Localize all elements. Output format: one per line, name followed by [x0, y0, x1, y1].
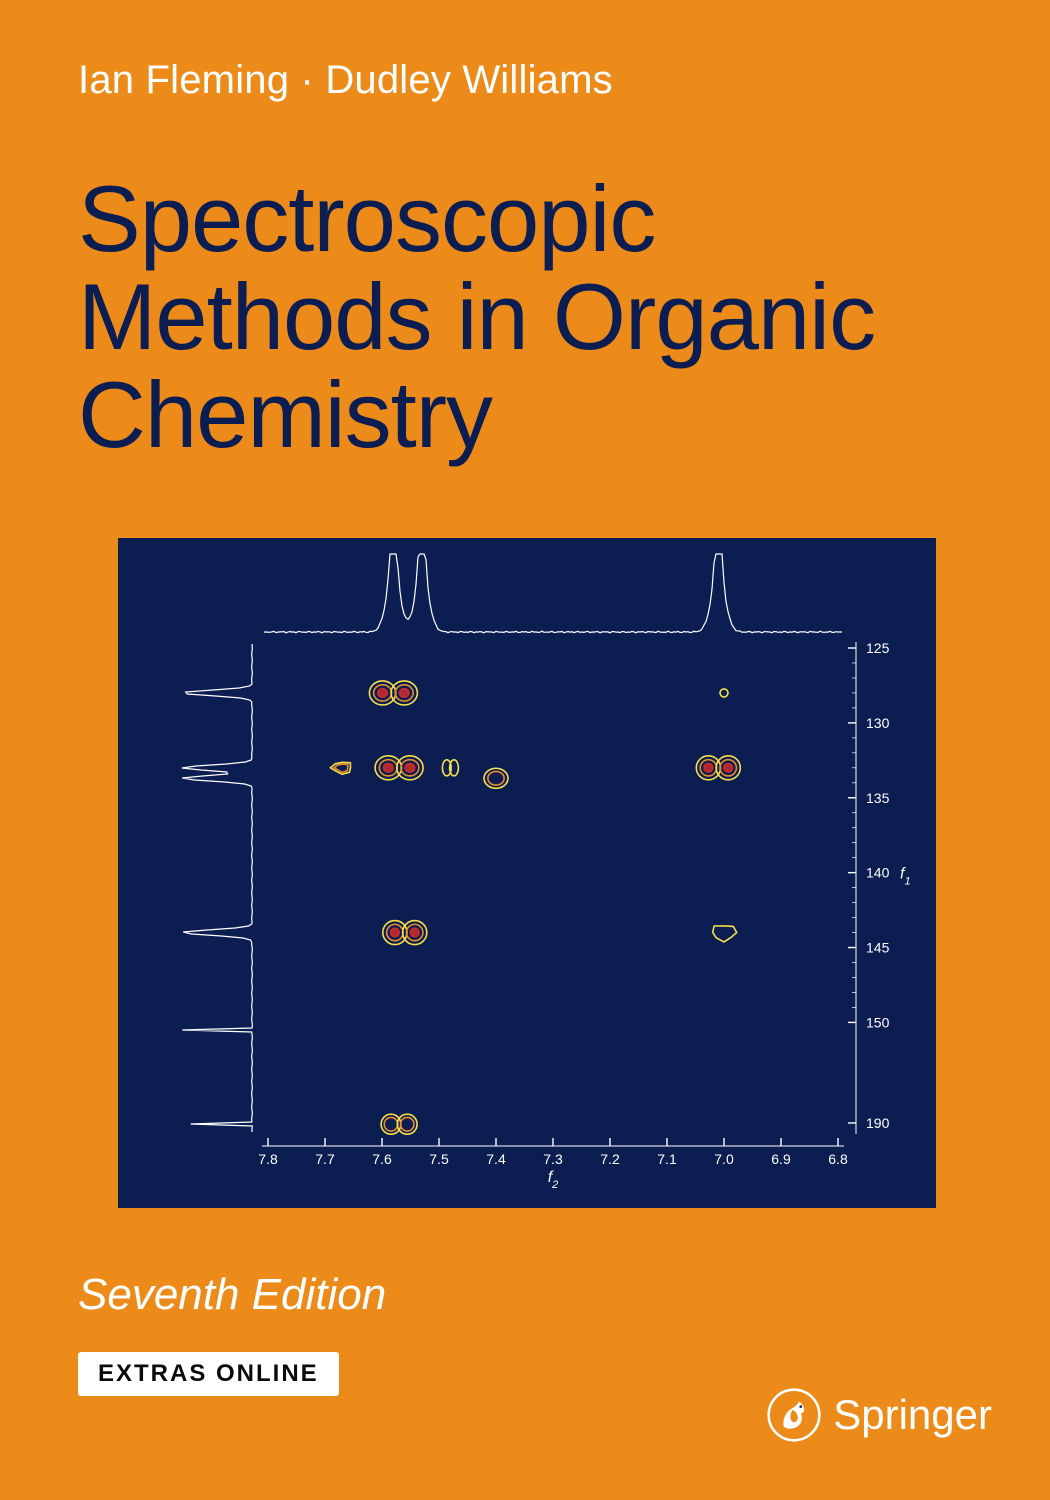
svg-text:f2: f2 [548, 1169, 559, 1191]
svg-text:130: 130 [866, 715, 890, 731]
svg-text:7.8: 7.8 [258, 1151, 278, 1167]
svg-text:7.3: 7.3 [543, 1151, 563, 1167]
svg-text:7.5: 7.5 [429, 1151, 449, 1167]
book-title: Spectroscopic Methods in Organic Chemist… [78, 170, 875, 463]
svg-text:f1: f1 [900, 866, 911, 888]
svg-text:145: 145 [866, 940, 890, 956]
svg-text:7.0: 7.0 [714, 1151, 734, 1167]
svg-text:7.4: 7.4 [486, 1151, 506, 1167]
svg-text:6.9: 6.9 [771, 1151, 791, 1167]
title-line-1: Spectroscopic [78, 166, 655, 271]
title-line-2: Methods in Organic [78, 264, 875, 369]
publisher: Springer [767, 1388, 992, 1442]
authors: Ian Fleming · Dudley Williams [78, 58, 613, 103]
svg-text:140: 140 [866, 865, 890, 881]
publisher-name: Springer [833, 1391, 992, 1439]
extras-online-badge: EXTRAS ONLINE [78, 1352, 339, 1396]
svg-text:7.7: 7.7 [315, 1151, 335, 1167]
svg-text:7.1: 7.1 [657, 1151, 677, 1167]
svg-text:190: 190 [866, 1115, 890, 1131]
svg-text:7.6: 7.6 [372, 1151, 392, 1167]
springer-horse-icon [767, 1388, 821, 1442]
svg-text:6.8: 6.8 [828, 1151, 848, 1167]
title-line-3: Chemistry [78, 362, 492, 467]
svg-text:7.2: 7.2 [600, 1151, 620, 1167]
nmr-spectrum-plot: 125 130 135 140 145 150 190 f1 7.8 7.7 7.6 7.5 7.4 7.… [118, 538, 936, 1208]
svg-text:125: 125 [866, 640, 890, 656]
svg-text:135: 135 [866, 790, 890, 806]
edition-label: Seventh Edition [78, 1270, 386, 1320]
svg-text:150: 150 [866, 1014, 890, 1030]
